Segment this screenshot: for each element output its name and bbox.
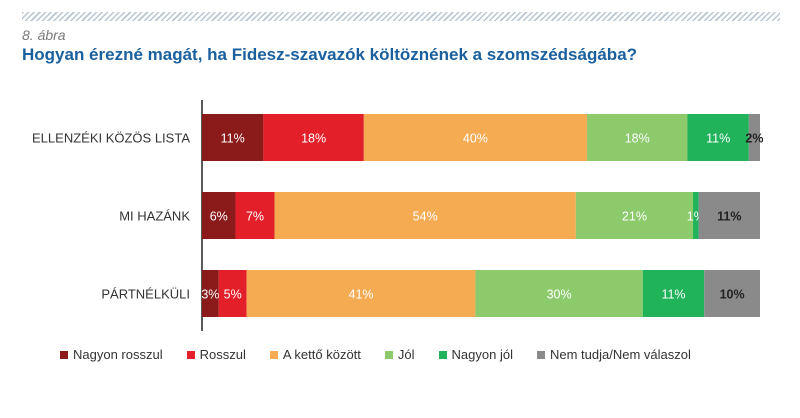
legend-swatch xyxy=(60,350,68,359)
data-label: 3% xyxy=(201,288,219,302)
legend-swatch xyxy=(438,350,447,359)
legend-swatch xyxy=(384,350,393,359)
data-label: 11% xyxy=(717,210,741,224)
bar-segment xyxy=(235,192,275,239)
bar-segment xyxy=(363,114,588,161)
legend-item: Rosszul xyxy=(186,347,246,362)
legend-item: A kettő között xyxy=(269,347,361,362)
legend-label: A kettő között xyxy=(282,347,361,362)
data-label: 30% xyxy=(547,288,572,302)
chart-legend: Nagyon rosszul Rosszul A kettő között Jól Na… xyxy=(60,347,691,362)
data-label: 54% xyxy=(413,210,438,224)
data-label: 21% xyxy=(622,210,647,224)
legend-label: Nagyon jól xyxy=(451,347,513,362)
data-label: 18% xyxy=(301,132,326,146)
data-label: 11% xyxy=(706,132,730,146)
category-label: ELLENZÉKI KÖZÖS LISTA xyxy=(32,131,190,146)
chart-title: Hogyan érezné magát, ha Fidesz-szavazók … xyxy=(22,45,638,64)
data-label: 5% xyxy=(224,288,242,302)
legend-swatch xyxy=(186,350,195,359)
legend-item: Jól xyxy=(384,347,415,362)
bar-segment xyxy=(202,270,219,317)
bar-segment xyxy=(693,192,699,239)
category-label: MI HAZÁNK xyxy=(119,209,190,224)
data-label: 40% xyxy=(463,132,488,146)
bar-segment xyxy=(202,192,236,239)
legend-label: Nagyon rosszul xyxy=(73,347,163,362)
legend-swatch xyxy=(536,350,545,359)
data-label: 11% xyxy=(221,132,245,146)
bar-segment xyxy=(475,270,643,317)
data-label: 2% xyxy=(745,132,763,146)
figure-label: 8. ábra xyxy=(22,27,66,43)
data-label: 41% xyxy=(349,288,374,302)
legend-swatch xyxy=(269,350,278,359)
bar-segment xyxy=(246,270,476,317)
legend-item: Nagyon jól xyxy=(438,347,513,362)
legend-label: Jól xyxy=(397,347,415,362)
data-label: 10% xyxy=(720,288,745,302)
data-label: 6% xyxy=(210,210,228,224)
legend-item: Nem tudja/Nem válaszol xyxy=(536,347,691,362)
bar-segment xyxy=(274,192,576,239)
category-label: PÁRTNÉLKÜLI xyxy=(101,287,190,302)
bar-segment xyxy=(218,270,247,317)
bar-segment xyxy=(202,114,264,161)
data-label: 7% xyxy=(246,210,264,224)
legend-label: Nem tudja/Nem válaszol xyxy=(549,347,691,362)
legend-label: Rosszul xyxy=(199,347,246,362)
bar-segment xyxy=(748,114,760,161)
data-label: 18% xyxy=(625,132,650,146)
bar-segment xyxy=(575,192,694,239)
data-label: 11% xyxy=(661,288,685,302)
bar-segment xyxy=(704,270,760,317)
bar-segment xyxy=(687,114,749,161)
header-stripe xyxy=(22,12,780,21)
bar-segment xyxy=(263,114,364,161)
bar-segment xyxy=(698,192,760,239)
legend-item: Nagyon rosszul xyxy=(60,347,163,362)
bar-segment xyxy=(587,114,688,161)
bar-segment xyxy=(642,270,705,317)
